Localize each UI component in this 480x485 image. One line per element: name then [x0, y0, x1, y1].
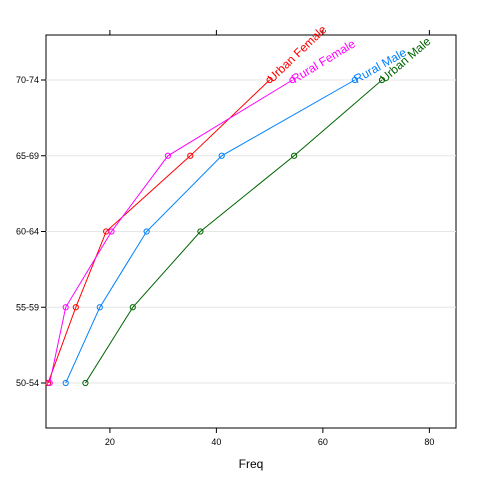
series-line	[65, 79, 356, 384]
data-point	[187, 152, 194, 159]
data-point	[378, 76, 386, 84]
data-point	[266, 76, 273, 84]
data-point	[62, 379, 69, 387]
x-tick-label: 60	[318, 437, 328, 447]
data-point	[218, 152, 225, 159]
series-line	[84, 79, 383, 384]
x-tick-label: 80	[424, 437, 434, 447]
data-point	[197, 228, 204, 235]
y-tick-label: 55-59	[16, 302, 39, 312]
x-tick-label: 40	[211, 437, 221, 447]
data-point	[108, 228, 115, 235]
data-point	[62, 304, 69, 311]
data-point	[164, 152, 172, 159]
data-point	[143, 228, 150, 235]
data-point	[351, 76, 358, 84]
series-line	[47, 79, 270, 384]
x-axis-title: Freq	[239, 457, 264, 471]
axis-layer: 50-54 55-59 60-64 65-69 70-74 20 40 60 80	[16, 30, 434, 447]
data-point	[46, 379, 53, 387]
data-point	[291, 152, 298, 159]
y-tick-label: 60-64	[16, 227, 39, 237]
y-tick-label: 50-54	[16, 378, 39, 388]
data-point	[82, 379, 89, 387]
data-point	[96, 304, 103, 311]
data-point	[289, 76, 296, 84]
series-line	[49, 79, 293, 384]
x-tick-label: 20	[105, 437, 115, 447]
y-tick-label: 70-74	[16, 75, 39, 85]
data-point	[72, 304, 79, 311]
data-point	[129, 304, 136, 311]
y-tick-label: 65-69	[16, 151, 39, 161]
